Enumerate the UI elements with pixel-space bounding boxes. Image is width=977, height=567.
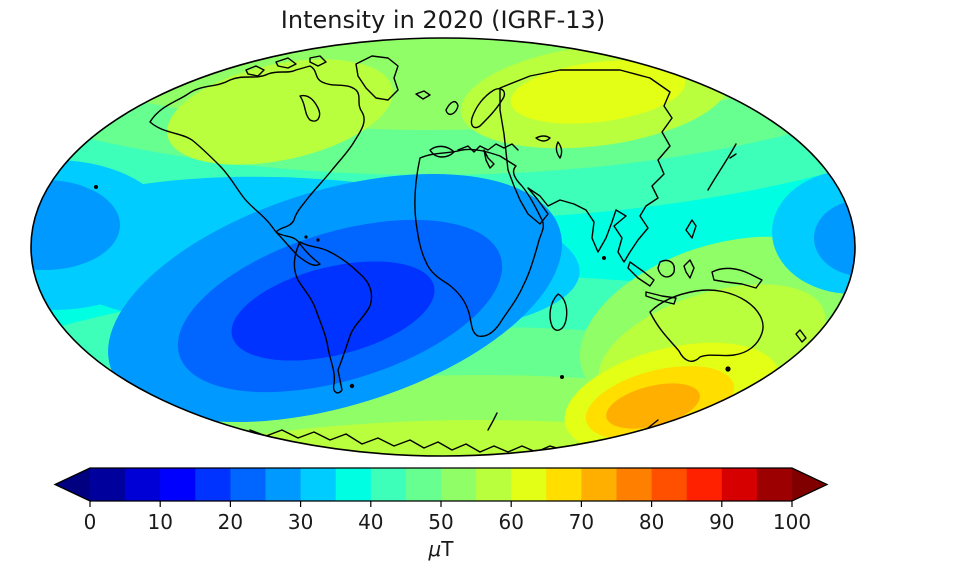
colorbar-segment xyxy=(195,468,231,501)
colorbar-tick-label: 70 xyxy=(569,510,594,534)
coast-hudson-bay xyxy=(299,94,321,122)
colorbar-segment xyxy=(405,468,442,501)
colorbar-segment xyxy=(686,468,723,501)
coastlines xyxy=(94,55,813,453)
colorbar-under-arrow xyxy=(55,468,90,501)
figure-title: Intensity in 2020 (IGRF-13) xyxy=(280,6,606,34)
colorbar: 0 10 20 30 40 50 60 70 80 90 100 μT xyxy=(53,467,829,561)
coast-scandinavia xyxy=(470,88,506,129)
map-boundary-ellipse xyxy=(30,37,856,457)
coast-britain xyxy=(445,100,459,116)
colorbar-segment xyxy=(616,468,653,501)
colorbar-segment xyxy=(441,468,477,501)
colorbar-ticks: 0 10 20 30 40 50 60 70 80 90 100 xyxy=(84,501,811,534)
coast-arctic-islands xyxy=(245,55,327,77)
caribbean-island-dot xyxy=(304,235,308,239)
coast-africa xyxy=(414,148,545,337)
coast-java xyxy=(645,291,677,305)
coast-madagascar xyxy=(549,293,568,331)
colorbar-tick-label: 50 xyxy=(428,510,453,534)
tasmania-dot xyxy=(725,366,731,372)
southern-ocean-island-dot xyxy=(560,375,564,379)
coast-sulawesi xyxy=(683,259,695,279)
colorbar-unit-label: μT xyxy=(428,537,455,561)
coast-australia xyxy=(649,289,764,362)
colorbar-segment xyxy=(756,468,793,501)
colorbar-segment xyxy=(581,468,617,501)
colorbar-segment xyxy=(265,468,302,501)
south-atlantic-anomaly-region xyxy=(108,173,562,423)
colorbar-segment xyxy=(160,468,196,501)
coast-sumatra xyxy=(627,261,655,287)
falkland-islands-dot xyxy=(349,383,355,389)
colorbar-tick-label: 10 xyxy=(147,510,172,534)
colorbar-tick-label: 0 xyxy=(84,510,97,534)
coast-new-guinea xyxy=(711,267,763,289)
pacific-island-dot xyxy=(94,185,98,189)
coast-antarctic-peninsula xyxy=(487,412,498,431)
coast-south-america xyxy=(293,241,373,394)
colorbar-segment xyxy=(300,468,337,501)
colorbar-segment xyxy=(370,468,407,501)
colorbar-tick-label: 60 xyxy=(498,510,523,534)
coast-north-america xyxy=(149,65,365,266)
colorbar-segment xyxy=(335,468,372,501)
colorbar-segment xyxy=(546,468,582,501)
colorbar-tick-label: 80 xyxy=(639,510,664,534)
colorbar-segment xyxy=(230,468,266,501)
colorbar-tick-label: 40 xyxy=(358,510,383,534)
colorbar-over-arrow xyxy=(792,468,827,501)
coast-south-europe xyxy=(457,143,519,153)
colorbar-segments xyxy=(53,467,829,502)
sri-lanka-dot xyxy=(602,256,606,260)
colorbar-tick-label: 90 xyxy=(709,510,734,534)
colorbar-segment xyxy=(721,468,758,501)
coast-iberia xyxy=(429,145,455,158)
colorbar-tick-label: 30 xyxy=(288,510,313,534)
colorbar-segment xyxy=(651,468,688,501)
colorbar-segment xyxy=(90,468,126,501)
coast-black-sea xyxy=(535,135,551,142)
coast-caspian-sea xyxy=(555,141,563,159)
colorbar-tick-label: 100 xyxy=(773,510,811,534)
coast-philippines xyxy=(685,219,697,239)
coast-asia xyxy=(499,69,673,263)
colorbar-segment xyxy=(125,468,161,501)
coast-japan xyxy=(707,143,737,191)
coast-greenland xyxy=(355,55,399,101)
colorbar-segment xyxy=(511,468,547,501)
coast-italy xyxy=(483,149,495,169)
coast-iceland xyxy=(415,90,431,100)
colorbar-segment xyxy=(476,468,512,501)
coast-borneo xyxy=(657,259,675,278)
caribbean-island-dot2 xyxy=(316,238,320,242)
colorbar-tick-label: 20 xyxy=(218,510,243,534)
